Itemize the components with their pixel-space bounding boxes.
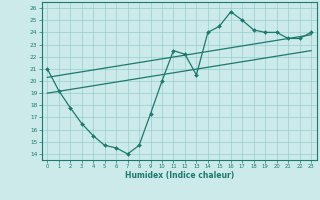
X-axis label: Humidex (Indice chaleur): Humidex (Indice chaleur) [124, 171, 234, 180]
